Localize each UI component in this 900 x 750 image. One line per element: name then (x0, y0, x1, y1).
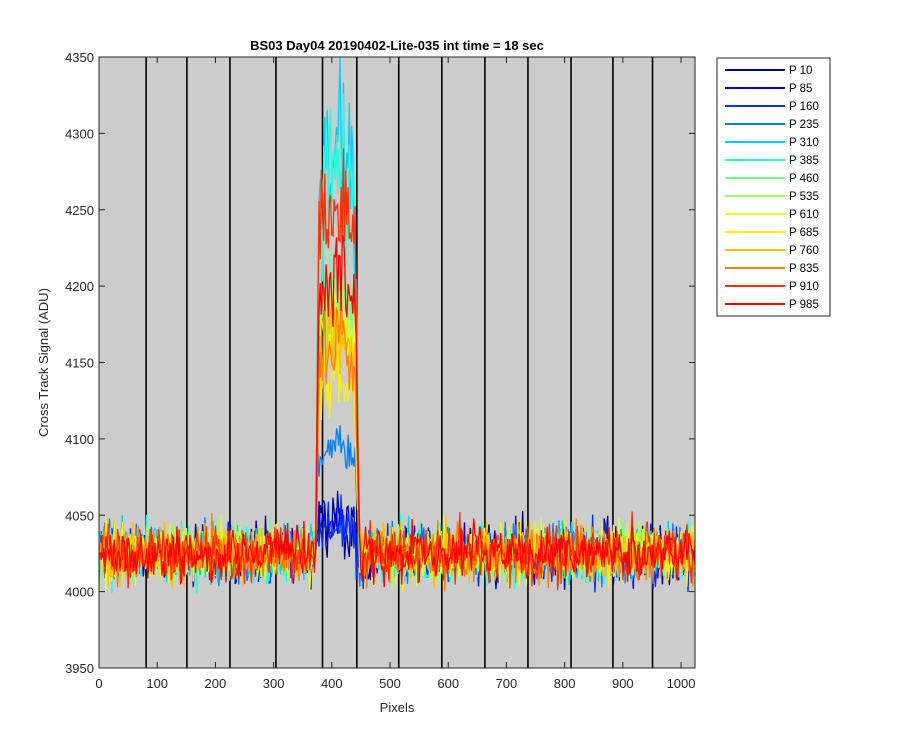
x-tick-label-10: 1000 (667, 676, 696, 691)
legend-label-7: P 535 (789, 191, 819, 203)
series-line-12 (98, 148, 696, 591)
x-tick-label-3: 300 (263, 676, 285, 691)
x-tick-label-5: 500 (379, 676, 401, 691)
data-series (98, 56, 696, 594)
legend-label-4: P 310 (789, 137, 819, 149)
series-line-13 (98, 234, 696, 588)
x-tick-label-1: 100 (146, 676, 168, 691)
y-tick-label-4: 4150 (65, 356, 94, 371)
legend-label-8: P 610 (789, 209, 819, 221)
legend-label-10: P 760 (789, 245, 819, 257)
x-tick-label-4: 400 (321, 676, 343, 691)
x-axis-label: Pixels (380, 700, 415, 715)
x-tick-label-0: 0 (95, 676, 102, 691)
y-tick-label-1: 4000 (65, 585, 94, 600)
legend-label-12: P 910 (789, 281, 819, 293)
y-axis-label: Cross Track Signal (ADU) (36, 288, 51, 437)
y-tick-label-0: 3950 (65, 661, 94, 676)
y-tick-label-6: 4250 (65, 203, 94, 218)
legend-box (716, 57, 831, 317)
x-tick-label-7: 700 (496, 676, 518, 691)
y-tick-label-3: 4100 (65, 432, 94, 447)
x-tick-label-6: 600 (437, 676, 459, 691)
legend-label-11: P 835 (789, 263, 819, 275)
chart-title: BS03 Day04 20190402-Lite-035 int time = … (250, 38, 544, 53)
y-axis-ticks: 3950 4000 4050 4100 4150 4200 4250 4300 4350 (65, 50, 695, 676)
legend-label-0: P 10 (789, 65, 812, 77)
y-tick-label-2: 4050 (65, 508, 94, 523)
x-tick-label-8: 800 (554, 676, 576, 691)
legend: P 10 P 85 P 160 P 235 P 310 P 385 P 460 P 535 P … (716, 57, 831, 317)
x-tick-label-9: 900 (612, 676, 634, 691)
legend-label-5: P 385 (789, 155, 819, 167)
legend-label-9: P 685 (789, 227, 819, 239)
legend-label-6: P 460 (789, 173, 819, 185)
y-tick-label-5: 4200 (65, 279, 94, 294)
y-tick-label-8: 4350 (65, 50, 94, 65)
legend-label-1: P 85 (789, 83, 812, 95)
legend-label-13: P 985 (789, 299, 819, 311)
x-axis-ticks: 0 100 200 300 400 500 600 700 800 900 1000 (95, 57, 695, 691)
x-tick-label-2: 200 (205, 676, 227, 691)
legend-label-3: P 235 (789, 119, 819, 131)
y-tick-label-7: 4300 (65, 126, 94, 141)
legend-label-2: P 160 (789, 101, 819, 113)
